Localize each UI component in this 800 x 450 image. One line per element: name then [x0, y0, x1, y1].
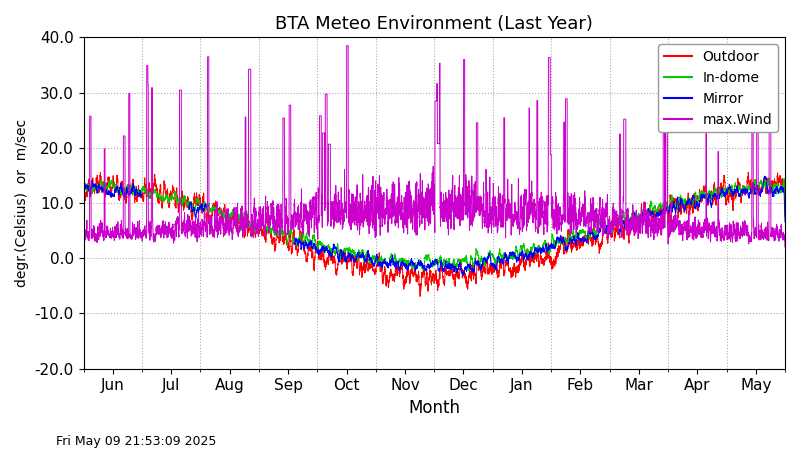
X-axis label: Month: Month	[408, 399, 460, 417]
max.Wind	[310, 219, 320, 225]
Outdoor	[415, 294, 425, 299]
max.Wind	[342, 43, 351, 48]
Mirror	[310, 247, 320, 252]
In-dome	[229, 212, 238, 217]
max.Wind	[780, 244, 790, 250]
In-dome	[78, 218, 88, 224]
In-dome	[310, 237, 320, 242]
In-dome	[756, 178, 766, 184]
max.Wind	[278, 115, 288, 121]
Outdoor	[278, 239, 288, 244]
max.Wind	[286, 223, 296, 228]
Outdoor	[229, 218, 238, 223]
Y-axis label: degr.(Celsius)  or  m/sec: degr.(Celsius) or m/sec	[15, 119, 29, 287]
Line: Mirror: Mirror	[83, 176, 785, 275]
Outdoor	[286, 241, 296, 246]
Line: max.Wind: max.Wind	[83, 45, 785, 247]
In-dome	[780, 213, 790, 218]
max.Wind	[270, 214, 279, 219]
max.Wind	[229, 216, 238, 221]
In-dome	[270, 230, 279, 235]
Legend: Outdoor, In-dome, Mirror, max.Wind: Outdoor, In-dome, Mirror, max.Wind	[658, 44, 778, 132]
max.Wind	[756, 223, 766, 228]
Mirror	[756, 189, 766, 194]
In-dome	[278, 232, 288, 238]
Line: In-dome: In-dome	[83, 178, 785, 271]
In-dome	[764, 175, 774, 180]
Title: BTA Meteo Environment (Last Year): BTA Meteo Environment (Last Year)	[275, 15, 594, 33]
In-dome	[464, 268, 474, 274]
Mirror	[780, 219, 790, 225]
Outdoor	[743, 170, 753, 175]
Text: Fri May 09 21:53:09 2025: Fri May 09 21:53:09 2025	[56, 436, 216, 449]
Outdoor	[78, 213, 88, 219]
Line: Outdoor: Outdoor	[83, 172, 785, 297]
Mirror	[78, 218, 88, 224]
Outdoor	[780, 212, 790, 217]
Outdoor	[757, 187, 766, 192]
In-dome	[286, 226, 296, 231]
Outdoor	[310, 252, 320, 257]
Outdoor	[270, 238, 279, 243]
max.Wind	[78, 241, 88, 246]
